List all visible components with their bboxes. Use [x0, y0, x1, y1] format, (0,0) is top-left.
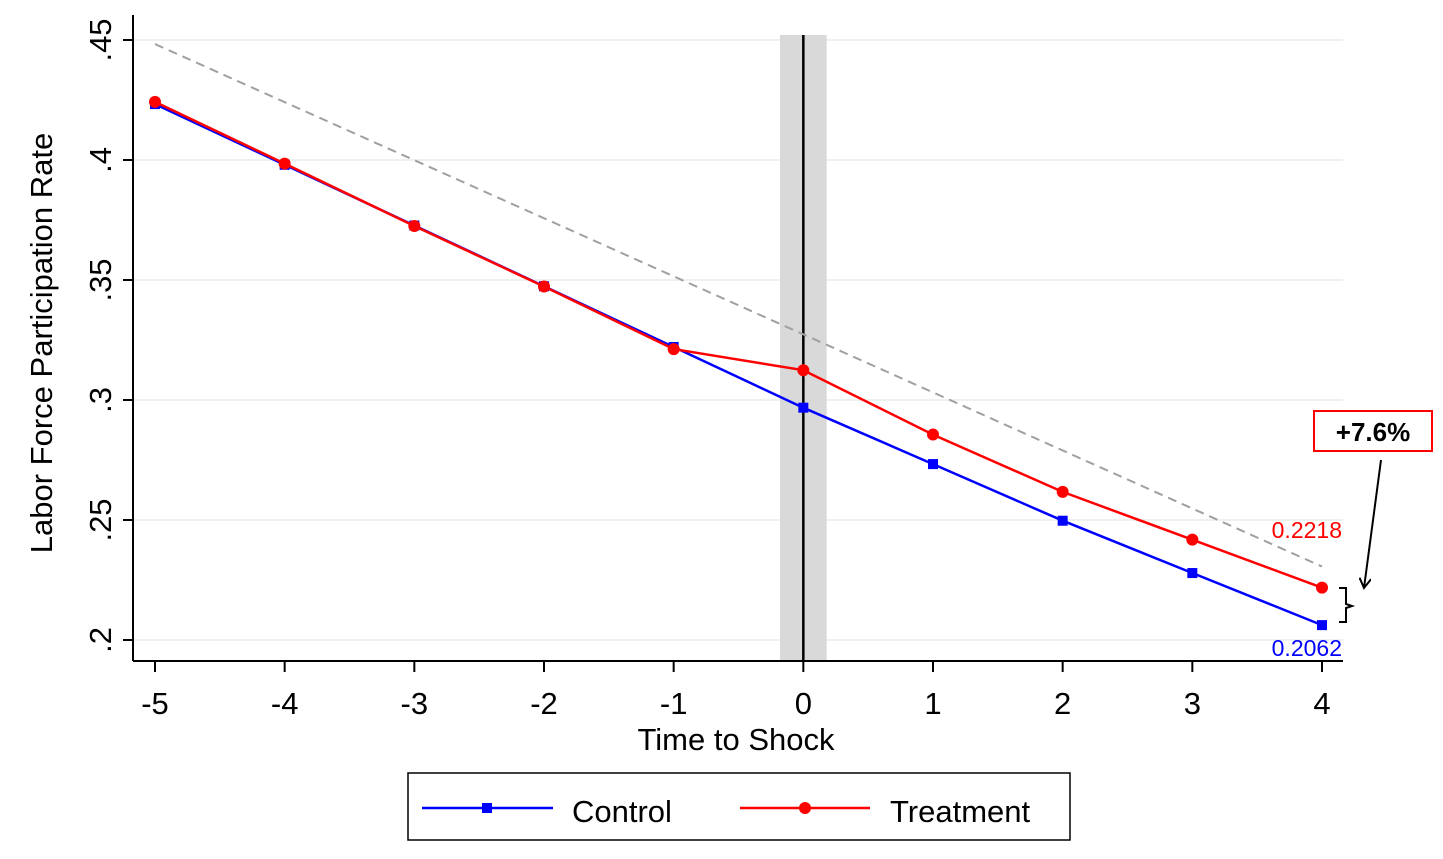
- x-tick-label: -4: [271, 686, 299, 721]
- reference-dashed-line: [154, 43, 1323, 568]
- legend-treatment-marker: [799, 802, 811, 814]
- point-control: [1187, 568, 1198, 579]
- point-control: [798, 402, 809, 413]
- gridlines: [133, 39, 1343, 641]
- shock-band-group: [779, 35, 827, 661]
- point-control: [1317, 620, 1327, 631]
- treatment-end-label: 0.2218: [1272, 517, 1342, 543]
- series-line-treatment: [154, 100, 1323, 589]
- y-tick-label: .25: [83, 498, 118, 541]
- point-treatment: [927, 428, 939, 441]
- x-tick-label: -3: [401, 686, 429, 721]
- series-line-control: [154, 102, 1323, 627]
- point-treatment: [538, 280, 550, 293]
- y-axis-title: Labor Force Participation Rate: [24, 133, 59, 553]
- x-tick-label: 4: [1313, 686, 1330, 721]
- x-axis-title: Time to Shock: [638, 722, 835, 757]
- x-tick-label: -2: [530, 686, 558, 721]
- point-control: [1057, 515, 1068, 526]
- legend-control-label: Control: [572, 794, 672, 829]
- y-tick-label: .2: [83, 627, 118, 653]
- x-tick-label: 3: [1184, 686, 1201, 721]
- gap-label-box: [1313, 410, 1433, 452]
- legend-box: [407, 772, 1071, 841]
- legend-treatment-label: Treatment: [890, 794, 1031, 829]
- y-tick-label: .45: [83, 18, 118, 61]
- axes: .2 .25 .3 .35 .4 .45 -5 -4 -3 -2 -1 0 1 2 3 4: [83, 15, 1343, 721]
- y-tick-label: .3: [83, 387, 118, 413]
- x-tick-label: 1: [924, 686, 941, 721]
- point-control: [928, 459, 938, 470]
- gap-brace: [1339, 587, 1356, 623]
- point-treatment: [408, 220, 421, 232]
- point-treatment: [667, 343, 680, 356]
- gap-arrow: [1364, 459, 1382, 588]
- point-treatment: [278, 157, 291, 170]
- x-tick-label: -5: [141, 686, 169, 721]
- reference-line-group: [154, 43, 1323, 568]
- control-end-label: 0.2062: [1272, 635, 1342, 661]
- series-group: [149, 95, 1328, 631]
- y-tick-label: .4: [83, 147, 118, 173]
- point-treatment: [1186, 533, 1199, 546]
- legend-control-marker: [482, 803, 492, 813]
- x-tick-label: 0: [795, 686, 812, 721]
- point-treatment: [149, 95, 161, 108]
- point-treatment: [1316, 581, 1328, 594]
- legend: Control Treatment: [407, 772, 1071, 841]
- x-tick-label: 2: [1054, 686, 1071, 721]
- point-treatment: [1056, 485, 1069, 498]
- point-treatment: [797, 364, 810, 377]
- y-tick-label: .35: [83, 258, 118, 301]
- gap-label: +7.6%: [1336, 417, 1410, 447]
- x-tick-label: -1: [660, 686, 688, 721]
